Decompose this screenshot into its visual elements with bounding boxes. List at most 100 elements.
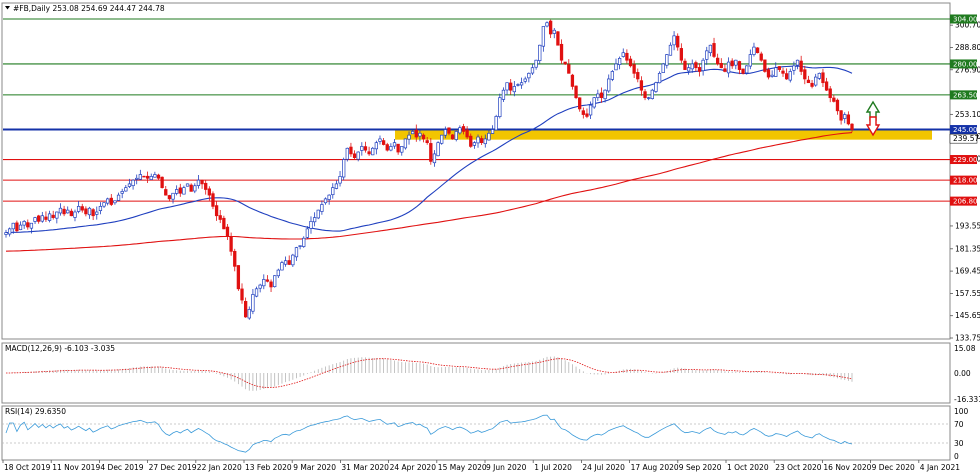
candle: [766, 67, 771, 80]
candle: [269, 279, 273, 292]
candle: [701, 57, 705, 76]
candle: [501, 87, 506, 102]
candle: [363, 141, 368, 153]
rsi-tick-70: 70: [954, 420, 964, 429]
candle: [349, 142, 353, 157]
price-level-tag: [950, 155, 977, 165]
candle: [294, 246, 299, 261]
candle: [189, 183, 193, 192]
time-tick-label: 1 Oct 2020: [727, 463, 769, 472]
candle: [810, 80, 814, 89]
candle: [4, 229, 8, 238]
candle: [316, 209, 320, 220]
candle: [91, 208, 95, 221]
candle: [465, 126, 469, 140]
candle: [403, 138, 408, 150]
candle: [240, 283, 244, 304]
candle: [458, 125, 462, 135]
candle: [58, 203, 63, 216]
time-tick-label: 9 Mar 2020: [293, 463, 336, 472]
candle: [247, 306, 251, 320]
candle: [705, 46, 709, 65]
candle: [479, 135, 484, 146]
candle: [763, 59, 767, 73]
candle: [178, 183, 182, 197]
candle: [207, 186, 211, 201]
candle: [280, 260, 284, 271]
candle: [327, 194, 331, 205]
macd-tick-zero: 0.00: [954, 369, 971, 378]
candle: [95, 206, 99, 220]
candle: [175, 185, 179, 196]
candle: [559, 39, 564, 64]
candle: [291, 253, 295, 268]
time-tick-label: 18 Oct 2019: [4, 463, 51, 472]
candle: [527, 72, 531, 83]
candle: [599, 87, 604, 103]
candle: [164, 185, 168, 196]
time-tick-label: 15 May 2020: [438, 463, 487, 472]
candle: [381, 137, 386, 146]
candle: [603, 89, 607, 103]
candle: [385, 142, 389, 152]
candle: [741, 68, 745, 75]
dropdown-triangle-icon[interactable]: [5, 6, 10, 10]
candle: [37, 214, 41, 224]
candle: [153, 171, 157, 178]
candle: [777, 66, 782, 72]
candle: [788, 68, 792, 83]
candle: [320, 200, 324, 215]
candle: [472, 141, 477, 149]
candle: [755, 47, 760, 54]
candle: [98, 202, 103, 215]
candle: [66, 206, 70, 214]
candle: [149, 173, 153, 180]
price-tick-label: 300.70: [955, 21, 980, 30]
candle: [432, 150, 437, 167]
price-panel-frame: [1, 2, 951, 340]
candle: [821, 68, 825, 88]
rsi-tick-0: 0: [954, 452, 959, 461]
candle: [694, 60, 698, 72]
candle: [334, 180, 339, 190]
macd-signal-line: [6, 358, 853, 388]
candle: [541, 26, 546, 52]
candle: [661, 62, 665, 74]
candle: [414, 124, 418, 142]
candle: [512, 81, 516, 97]
candle: [498, 93, 502, 119]
candle: [697, 63, 702, 77]
candle: [418, 130, 422, 142]
candle: [222, 215, 226, 230]
time-tick-label: 16 Nov 2020: [823, 463, 871, 472]
candle: [570, 73, 575, 90]
candle: [654, 81, 658, 94]
candle: [76, 200, 81, 214]
candle: [730, 58, 734, 69]
candle: [519, 77, 524, 89]
candle: [262, 274, 266, 290]
time-tick-label: 9 Jun 2020: [486, 463, 527, 472]
price-level-label: 280.00: [953, 60, 978, 68]
candle: [236, 265, 241, 291]
candle: [650, 88, 654, 100]
candle: [185, 183, 190, 187]
candle: [647, 96, 651, 101]
candle: [429, 138, 433, 165]
price-tick-label: 193.55: [955, 221, 980, 230]
candle: [803, 65, 807, 85]
candle: [607, 74, 611, 93]
support-zone-tag: [949, 133, 978, 144]
time-tick-label: 9 Sep 2020: [679, 463, 722, 472]
candle: [396, 143, 400, 155]
candle: [425, 137, 429, 145]
candle: [625, 49, 629, 64]
candle: [578, 97, 582, 112]
candle: [323, 197, 328, 205]
time-tick-label: 17 Aug 2020: [631, 463, 679, 472]
candle: [784, 68, 789, 80]
time-tick-label: 24 Jul 2020: [582, 463, 625, 472]
candle: [843, 112, 847, 124]
candle: [356, 151, 360, 162]
